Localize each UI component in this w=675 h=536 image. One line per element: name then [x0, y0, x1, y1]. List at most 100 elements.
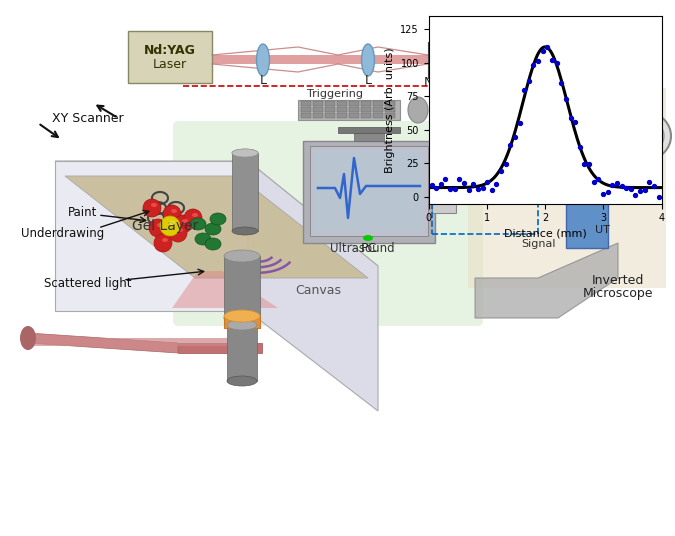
Text: Signal: Signal [520, 239, 556, 249]
Point [621, 184, 632, 192]
Ellipse shape [157, 223, 163, 227]
Point [514, 118, 525, 127]
Text: Scattered light: Scattered light [45, 277, 132, 289]
Bar [301, 113, 311, 118]
Ellipse shape [163, 205, 181, 223]
Text: ND: ND [423, 77, 443, 90]
Point [556, 79, 567, 87]
Bar [596, 62, 605, 158]
Text: Nd:YAG: Nd:YAG [144, 44, 196, 57]
Bar [361, 107, 371, 112]
Bar [313, 107, 323, 112]
FancyBboxPatch shape [173, 121, 483, 326]
Bar [518, 148, 621, 158]
Point [426, 181, 437, 189]
Point [547, 56, 558, 64]
Ellipse shape [210, 213, 226, 225]
Point [574, 143, 585, 151]
Point [597, 189, 608, 198]
Point [468, 180, 479, 188]
Ellipse shape [195, 233, 211, 245]
Point [519, 85, 530, 94]
Bar [338, 127, 400, 133]
Point [463, 185, 474, 194]
Bar [314, 150, 424, 232]
Bar [212, 55, 610, 64]
Ellipse shape [639, 127, 657, 145]
Bar [349, 107, 359, 112]
Text: Gel Layer: Gel Layer [132, 219, 198, 233]
Ellipse shape [154, 234, 172, 252]
Ellipse shape [408, 97, 428, 123]
Ellipse shape [362, 44, 375, 76]
Point [612, 178, 622, 187]
Bar [354, 133, 384, 141]
Bar [301, 101, 311, 106]
Point [565, 114, 576, 123]
Bar [443, 120, 473, 198]
Point [593, 174, 603, 183]
Bar [128, 31, 212, 83]
Point [472, 184, 483, 193]
Point [602, 188, 613, 196]
Polygon shape [248, 161, 378, 411]
Polygon shape [592, 40, 628, 80]
Bar [232, 153, 258, 231]
Bar [325, 107, 335, 112]
Bar [349, 101, 359, 106]
Bar [224, 256, 260, 318]
Point [495, 167, 506, 175]
Point [450, 184, 460, 193]
Point [644, 177, 655, 186]
Bar [337, 113, 347, 118]
Bar [337, 107, 347, 112]
Bar [337, 101, 347, 106]
Bar [349, 113, 359, 118]
Point [589, 177, 599, 186]
Text: Laser: Laser [153, 57, 187, 71]
Point [435, 180, 446, 189]
Ellipse shape [227, 376, 257, 386]
Text: L: L [364, 75, 371, 87]
Ellipse shape [160, 216, 180, 236]
Ellipse shape [149, 219, 167, 237]
Ellipse shape [174, 215, 192, 233]
Bar [325, 113, 335, 118]
Point [584, 160, 595, 168]
Bar [303, 141, 435, 243]
Bar [432, 189, 456, 213]
Point [551, 58, 562, 67]
Ellipse shape [192, 213, 198, 217]
Text: M: M [622, 77, 633, 90]
Bar [298, 100, 400, 120]
Ellipse shape [232, 227, 258, 235]
Text: Inverted: Inverted [592, 274, 644, 287]
Ellipse shape [450, 156, 466, 172]
Text: Paint: Paint [68, 206, 98, 220]
Text: DAQ: DAQ [446, 108, 470, 118]
Bar [325, 101, 335, 106]
Ellipse shape [20, 326, 36, 350]
Bar [227, 325, 257, 381]
Ellipse shape [224, 250, 260, 262]
Bar [385, 113, 395, 118]
Ellipse shape [450, 135, 466, 151]
Bar [553, 111, 585, 133]
Bar [313, 101, 323, 106]
Point [542, 43, 553, 51]
Point [616, 182, 627, 191]
Text: XY Scanner: XY Scanner [52, 111, 124, 124]
Text: Underdrawing: Underdrawing [22, 227, 105, 241]
Polygon shape [28, 333, 178, 353]
Polygon shape [55, 161, 248, 311]
Point [454, 175, 465, 183]
Point [630, 191, 641, 200]
Point [487, 186, 497, 195]
Point [570, 118, 580, 126]
Ellipse shape [232, 149, 258, 157]
Ellipse shape [224, 310, 260, 322]
Text: Canvas: Canvas [295, 285, 341, 297]
Point [431, 184, 441, 192]
Point [579, 160, 590, 169]
Bar [310, 146, 428, 236]
